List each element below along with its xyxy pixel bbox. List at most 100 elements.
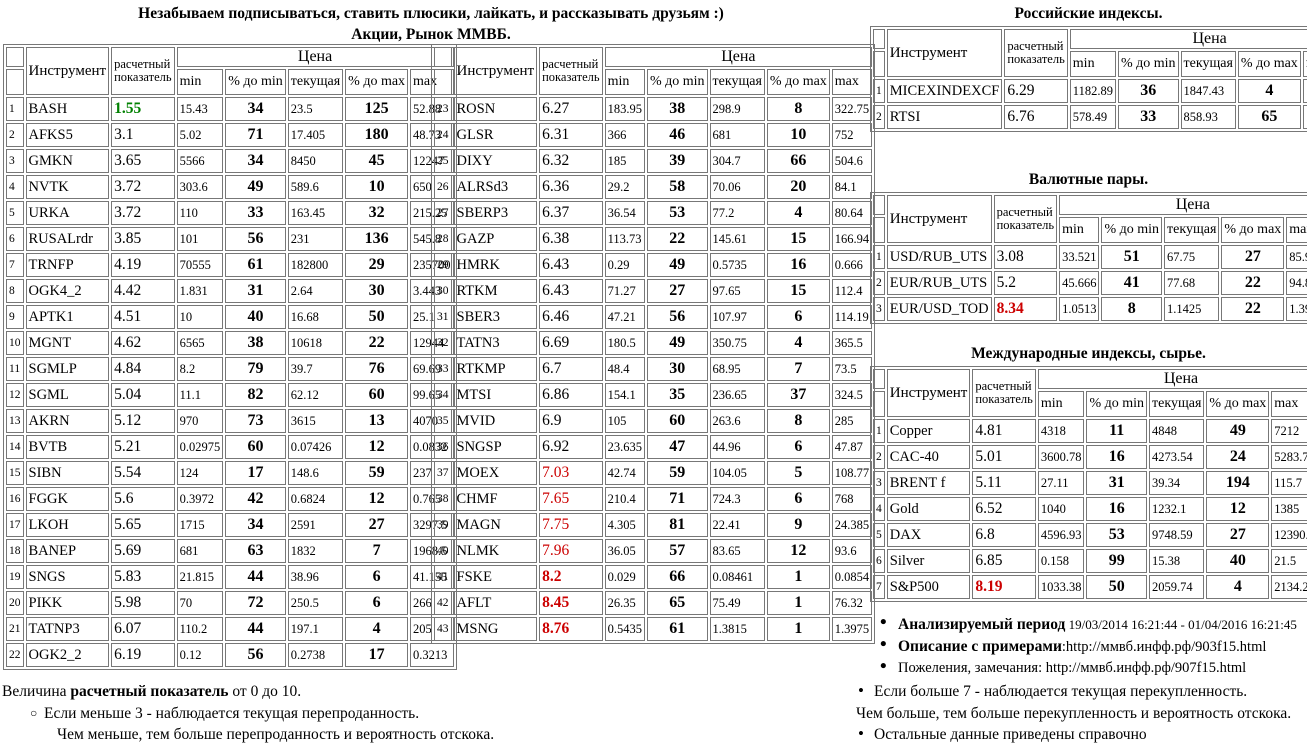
cell-pct-to-max: 180 [345,123,409,147]
cell-current: 62.12 [287,383,344,407]
cell-instrument: MOEX [453,461,538,485]
cell-pct-to-min: 31 [1086,471,1148,495]
cell-pct-to-min: 41 [1101,271,1163,295]
instrument-header: Инструмент [886,29,1003,77]
cell-row-number: 36 [434,435,452,459]
cell-current: 77.68 [1164,271,1220,295]
cell-indicator: 5.2 [993,271,1058,295]
cell-pct-to-max: 1 [766,591,830,615]
cell-max: 85.992 [1286,245,1307,269]
cell-min: 8.2 [176,357,224,381]
info-bullets: Анализируемый период 19/03/2014 16:21:44… [870,614,1307,677]
cell-min: 0.029 [604,565,645,589]
cell-min: 4596.93 [1037,523,1085,547]
cell-pct-to-max: 6 [766,487,830,511]
cell-instrument: AKRN [25,409,110,433]
min-header: min [1069,51,1116,77]
cell-current: 182800 [287,253,344,277]
cell-min: 0.5435 [604,617,645,641]
cell-pct-to-max: 4 [345,617,409,641]
cell-current: 17.405 [287,123,344,147]
table-row: 34 MTSI 6.86 154.1 35 236.65 37 324.5 [434,383,873,407]
cell-pct-to-min: 11 [1086,419,1148,443]
cell-instrument: ROSN [453,97,538,121]
cell-indicator: 6.32 [539,149,603,173]
stocks-table-left: Инструмент расчетный показатель Цена min% до… [3,44,457,670]
cell-pct-to-max: 24 [1206,445,1270,469]
cell-max: 115.7 [1271,471,1307,495]
cell-instrument: ALRSd3 [453,175,538,199]
cell-current: 83.65 [709,539,765,563]
cell-pct-to-max: 27 [1221,245,1285,269]
cell-current: 3615 [287,409,344,433]
cell-max: 768 [831,487,873,511]
cell-row-number: 8 [6,279,24,303]
cell-indicator: 4.62 [111,331,175,355]
cell-current: 67.75 [1164,245,1220,269]
cell-min: 23.635 [604,435,645,459]
cell-pct-to-min: 71 [225,123,286,147]
cell-instrument: MICEXINDEXCF [886,79,1003,103]
cell-pct-to-min: 49 [646,253,708,277]
cell-min: 45.666 [1059,271,1100,295]
cell-row-number: 5 [873,523,885,547]
max-header: max [1286,217,1307,243]
indicator-header: расчетный показатель [1004,29,1068,77]
cell-instrument: TRNFP [25,253,110,277]
cell-min: 366 [604,123,645,147]
cell-pct-to-max: 125 [345,97,409,121]
notes-right-line3: Остальные данные приведены справочно [856,723,1291,745]
table-row: 15 SIBN 5.54 124 17 148.6 59 237 [6,461,454,485]
cell-pct-to-min: 71 [646,487,708,511]
cell-current: 75.49 [709,591,765,615]
cell-instrument: BVTB [25,435,110,459]
data-table: Инструмент расчетный показатель Цена min% до… [870,192,1307,324]
current-header: текущая [1164,217,1220,243]
price-header: Цена [1059,195,1307,215]
data-table: Инструмент расчетный показатель Цена min% до… [3,44,457,670]
cell-instrument: SGML [25,383,110,407]
cell-pct-to-min: 73 [225,409,286,433]
cell-indicator: 6.27 [539,97,603,121]
cell-instrument: CHMF [453,487,538,511]
period-label: Анализируемый период [898,616,1066,633]
cell-pct-to-max: 1 [766,617,830,641]
cell-row-number: 18 [6,539,24,563]
min-header: min [176,69,224,95]
cell-min: 1.831 [176,279,224,303]
table-row: 4 Gold 6.52 1040 16 1232.1 12 1385 [873,497,1307,521]
table-row: 32 TATN3 6.69 180.5 49 350.75 4 365.5 [434,331,873,355]
table-row: 1 BASH 1.55 15.43 34 23.5 125 52.88 [6,97,454,121]
cell-indicator: 5.01 [972,445,1036,469]
cell-current: 163.45 [287,201,344,225]
notes-left-line3: Чем меньше, тем больше перепроданность и… [57,726,495,743]
cell-pct-to-min: 34 [225,513,286,537]
cell-row-number: 21 [6,617,24,641]
cell-indicator: 6.43 [539,279,603,303]
cell-min: 113.73 [604,227,645,251]
cell-pct-to-min: 72 [225,591,286,615]
cell-indicator: 5.6 [111,487,175,511]
cell-pct-to-min: 35 [646,383,708,407]
cell-indicator: 5.54 [111,461,175,485]
instrument-header: Инструмент [886,195,992,243]
cell-row-number: 19 [6,565,24,589]
cell-indicator: 1.55 [111,97,175,121]
cell-current: 589.6 [287,175,344,199]
cell-pct-to-min: 53 [1086,523,1148,547]
cell-current: 2059.74 [1149,575,1205,599]
cell-row-number: 10 [6,331,24,355]
cell-min: 1040 [1037,497,1085,521]
cell-instrument: NVTK [25,175,110,199]
cell-instrument: GLSR [453,123,538,147]
cell-instrument: FGGK [25,487,110,511]
cell-max: 504.6 [831,149,873,173]
row-number-header [6,47,24,67]
cell-current: 22.41 [709,513,765,537]
indicator-header: расчетный показатель [539,47,603,95]
circle-bullet-icon: ○ [30,705,38,720]
